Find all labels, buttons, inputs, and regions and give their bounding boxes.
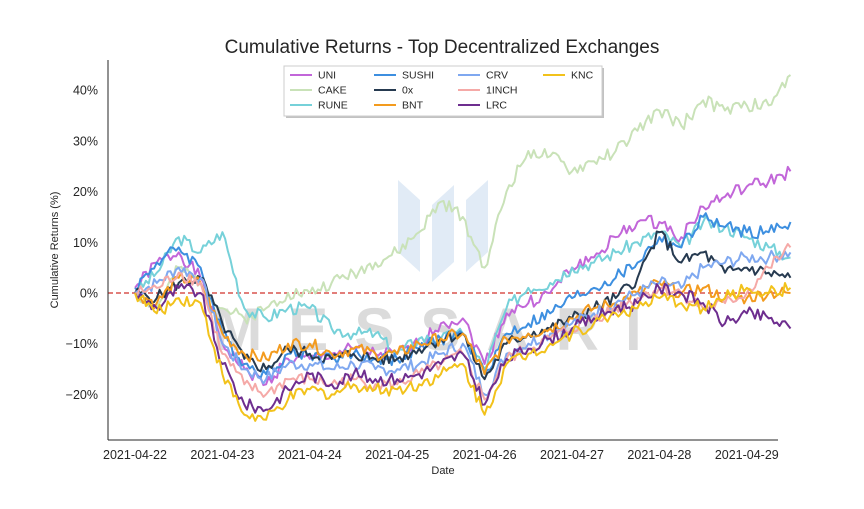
legend-item-sushi: SUSHI xyxy=(374,70,434,82)
series-line-crv xyxy=(134,249,792,397)
watermark-logo-bar-2 xyxy=(432,185,454,282)
x-axis-title: Date xyxy=(431,465,454,477)
legend-item-uni: UNI xyxy=(290,70,336,82)
legend-label: CAKE xyxy=(318,85,347,97)
legend-item-bnt: BNT xyxy=(374,100,424,112)
legend-item-1inch: 1INCH xyxy=(458,85,518,97)
legend-label: SUSHI xyxy=(402,70,434,82)
watermark-logo-bar-1 xyxy=(398,180,420,272)
legend-item-lrc: LRC xyxy=(458,100,507,112)
axes: −20% −10% 0% 10% 20% 30% 40% 2021-04-22 2021-04-… xyxy=(66,60,779,462)
y-tick-label: 20% xyxy=(73,185,98,199)
x-tick-label: 2021-04-26 xyxy=(453,448,517,462)
series-line-cake xyxy=(134,74,792,325)
y-tick-label: 30% xyxy=(73,134,98,148)
y-axis-title: Cumulative Returns (%) xyxy=(49,192,61,309)
y-tick-label: −20% xyxy=(66,388,98,402)
legend-label: 1INCH xyxy=(486,85,518,97)
legend-label: UNI xyxy=(318,70,336,82)
x-tick-label: 2021-04-23 xyxy=(190,448,254,462)
legend-item-cake: CAKE xyxy=(290,85,347,97)
y-tick-label: 40% xyxy=(73,84,98,98)
watermark: MESSARI xyxy=(212,180,642,363)
legend-label: RUNE xyxy=(318,100,348,112)
legend-label: 0x xyxy=(402,85,414,97)
x-tick-label: 2021-04-28 xyxy=(627,448,691,462)
chart-title: Cumulative Returns - Top Decentralized E… xyxy=(225,37,660,58)
legend-label: BNT xyxy=(402,100,424,112)
legend-item-knc: KNC xyxy=(543,70,594,82)
x-tick-label: 2021-04-24 xyxy=(278,448,342,462)
legend-item-rune: RUNE xyxy=(290,100,348,112)
series-line-lrc xyxy=(134,282,792,414)
legend: UNI CAKE RUNE SUSHI 0x BNT CRV 1INCH LRC KNC xyxy=(283,65,604,118)
x-tick-label: 2021-04-27 xyxy=(540,448,604,462)
x-tick-label: 2021-04-25 xyxy=(365,448,429,462)
x-tick-label: 2021-04-29 xyxy=(715,448,779,462)
y-tick-label: 0% xyxy=(80,287,98,301)
watermark-logo-bar-3 xyxy=(466,180,488,272)
legend-item-0x: 0x xyxy=(374,85,414,97)
legend-label: LRC xyxy=(486,100,507,112)
legend-label: KNC xyxy=(571,70,594,82)
series-line-knc xyxy=(134,282,792,422)
plot-lines xyxy=(108,74,792,422)
x-tick-label: 2021-04-22 xyxy=(103,448,167,462)
y-tick-label: 10% xyxy=(73,236,98,250)
y-tick-label: −10% xyxy=(66,337,98,351)
legend-item-crv: CRV xyxy=(458,70,508,82)
legend-label: CRV xyxy=(486,70,508,82)
